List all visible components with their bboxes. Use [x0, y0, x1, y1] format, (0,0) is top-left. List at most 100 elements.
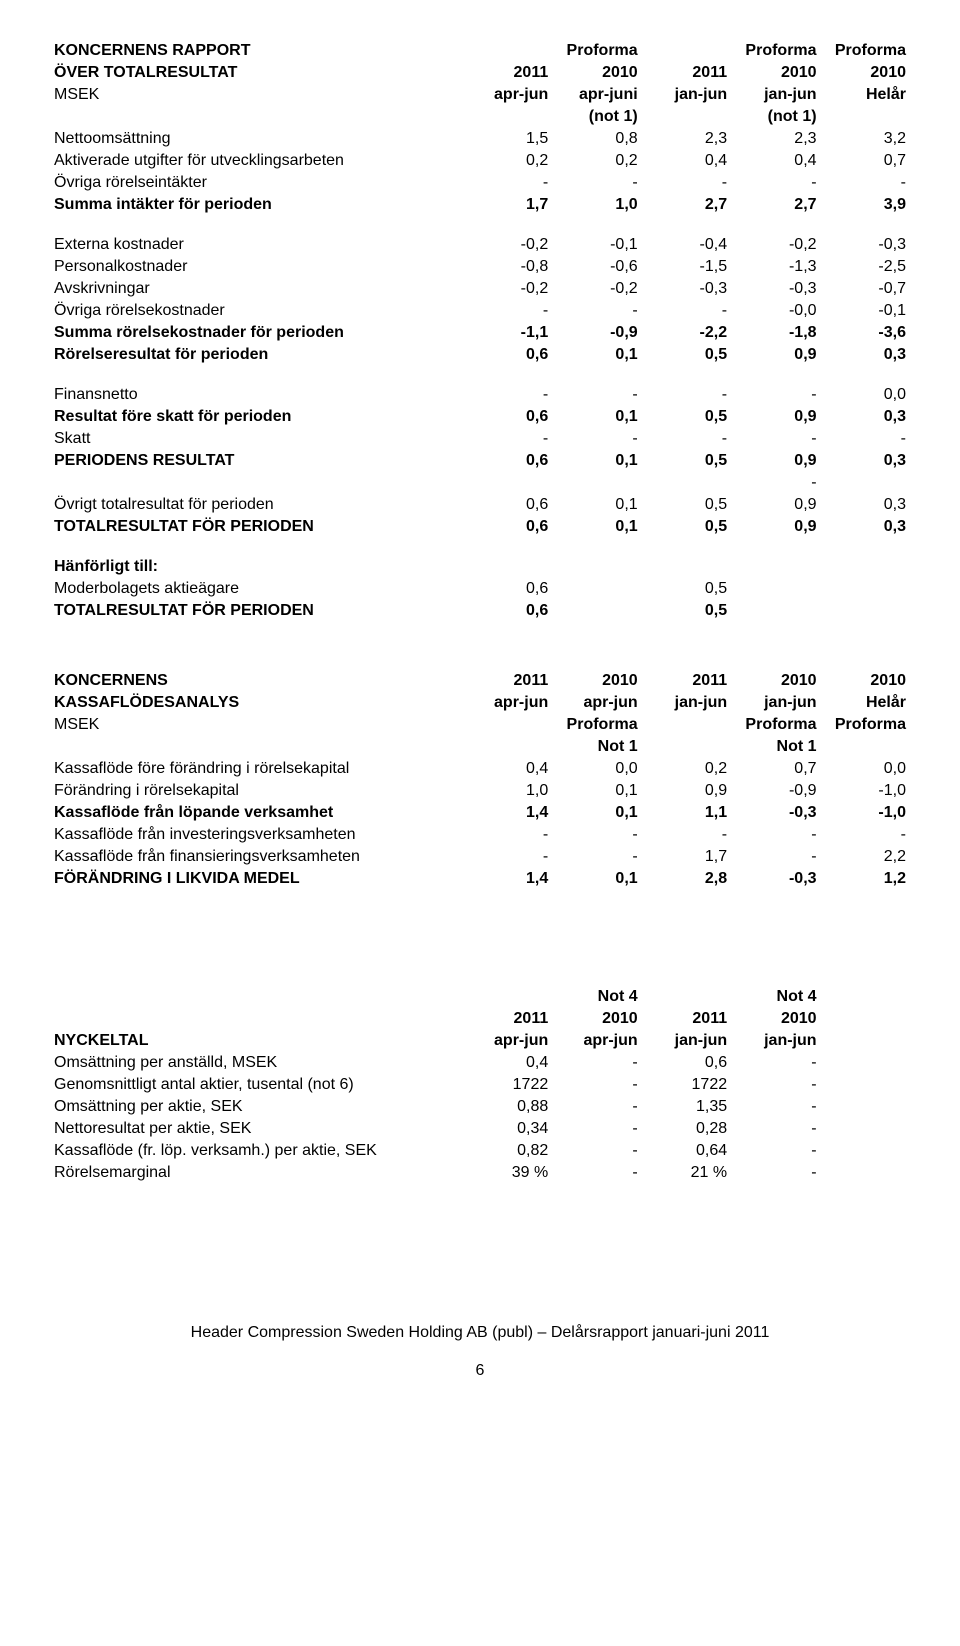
row-value: 3,2 — [821, 128, 910, 150]
row-value — [552, 556, 641, 578]
row-value: -1,3 — [731, 256, 820, 278]
row-label: Resultat före skatt för perioden — [50, 406, 463, 428]
row-value: 0,3 — [821, 494, 910, 516]
table-row: Kassaflöde från löpande verksamhet1,40,1… — [50, 802, 910, 824]
row-label: Externa kostnader — [50, 234, 463, 256]
row-label: Rörelsemarginal — [50, 1162, 463, 1184]
row-value: 1,7 — [642, 846, 731, 868]
row-value: 0,1 — [552, 868, 641, 890]
row-value: 2,7 — [642, 194, 731, 216]
table-row: Rörelsemarginal39 %-21 %- — [50, 1162, 910, 1184]
table-row: Övriga rörelsekostnader----0,0-0,1 — [50, 300, 910, 322]
income-statement-table: KONCERNENS RAPPORT Proforma Proforma Pro… — [50, 40, 910, 622]
row-label: Rörelseresultat för perioden — [50, 344, 463, 366]
row-value — [642, 472, 731, 494]
row-value: -2,2 — [642, 322, 731, 344]
row-value: - — [731, 824, 820, 846]
row-value: 0,1 — [552, 344, 641, 366]
row-value: 0,34 — [463, 1118, 552, 1140]
table-header-row: KONCERNENS RAPPORT Proforma Proforma Pro… — [50, 40, 910, 62]
row-value: -0,3 — [821, 234, 910, 256]
row-value: 0,1 — [552, 406, 641, 428]
table-row: Nettoomsättning1,50,82,32,33,2 — [50, 128, 910, 150]
row-value: 3,9 — [821, 194, 910, 216]
row-value — [821, 578, 910, 600]
row-label: Nettoresultat per aktie, SEK — [50, 1118, 463, 1140]
row-value: - — [731, 846, 820, 868]
row-value: -3,6 — [821, 322, 910, 344]
row-value: 0,4 — [731, 150, 820, 172]
table-row: FÖRÄNDRING I LIKVIDA MEDEL1,40,12,8-0,31… — [50, 868, 910, 890]
row-label: Skatt — [50, 428, 463, 450]
row-value: -1,5 — [642, 256, 731, 278]
table-row: Omsättning per aktie, SEK0,88-1,35- — [50, 1096, 910, 1118]
row-value: 0,3 — [821, 450, 910, 472]
table-row: Kassaflöde från finansieringsverksamhete… — [50, 846, 910, 868]
row-value: -0,2 — [463, 234, 552, 256]
row-value: 0,1 — [552, 802, 641, 824]
table-row: Hänförligt till: — [50, 556, 910, 578]
row-value — [463, 472, 552, 494]
header-title-2: ÖVER TOTALRESULTAT — [50, 62, 463, 84]
row-label: Övriga rörelsekostnader — [50, 300, 463, 322]
row-value: 1,7 — [463, 194, 552, 216]
row-value: 1,4 — [463, 868, 552, 890]
header2-title-1: KONCERNENS — [50, 670, 463, 692]
col2-h: Proforma — [552, 40, 641, 62]
row-value: 0,6 — [463, 600, 552, 622]
row-value: 0,6 — [463, 578, 552, 600]
table-row: Skatt----- — [50, 428, 910, 450]
table-row: Personalkostnader-0,8-0,6-1,5-1,3-2,5 — [50, 256, 910, 278]
row-value: 0,8 — [552, 128, 641, 150]
table-row: Aktiverade utgifter för utvecklingsarbet… — [50, 150, 910, 172]
table-row: Övrigt totalresultat för perioden0,60,10… — [50, 494, 910, 516]
row-value: 0,3 — [821, 516, 910, 538]
row-value: - — [731, 428, 820, 450]
row-value: 0,5 — [642, 578, 731, 600]
row-value: - — [552, 1096, 641, 1118]
row-label: Aktiverade utgifter för utvecklingsarbet… — [50, 150, 463, 172]
row-label: Kassaflöde från löpande verksamhet — [50, 802, 463, 824]
row-value: - — [731, 1052, 820, 1074]
row-label: Kassaflöde från finansieringsverksamhete… — [50, 846, 463, 868]
row-value: -0,6 — [552, 256, 641, 278]
row-value: -1,8 — [731, 322, 820, 344]
table-row: Externa kostnader-0,2-0,1-0,4-0,2-0,3 — [50, 234, 910, 256]
row-value: 0,5 — [642, 450, 731, 472]
row-value: 2,3 — [731, 128, 820, 150]
row-value: -0,9 — [552, 322, 641, 344]
row-value: 0,2 — [642, 758, 731, 780]
row-value: - — [552, 300, 641, 322]
row-value: 1722 — [463, 1074, 552, 1096]
header-title-1: KONCERNENS RAPPORT — [50, 40, 463, 62]
row-value: - — [552, 384, 641, 406]
row-value: 2,2 — [821, 846, 910, 868]
row-value: - — [731, 172, 820, 194]
row-label: TOTALRESULTAT FÖR PERIODEN — [50, 600, 463, 622]
table-row: - — [50, 472, 910, 494]
row-value: 0,4 — [463, 758, 552, 780]
row-value: - — [821, 172, 910, 194]
row-value: 0,5 — [642, 406, 731, 428]
table-row: Förändring i rörelsekapital1,00,10,9-0,9… — [50, 780, 910, 802]
table-row: TOTALRESULTAT FÖR PERIODEN0,60,5 — [50, 600, 910, 622]
row-value: 39 % — [463, 1162, 552, 1184]
table-row: Nettoresultat per aktie, SEK0,34-0,28- — [50, 1118, 910, 1140]
row-value: -0,0 — [731, 300, 820, 322]
header3-title: NYCKELTAL — [50, 1030, 463, 1052]
row-label: FÖRÄNDRING I LIKVIDA MEDEL — [50, 868, 463, 890]
row-value: -0,2 — [463, 278, 552, 300]
row-value: 0,6 — [463, 344, 552, 366]
row-label: Nettoomsättning — [50, 128, 463, 150]
table-row: Summa intäkter för perioden1,71,02,72,73… — [50, 194, 910, 216]
row-label: Övrigt totalresultat för perioden — [50, 494, 463, 516]
row-value — [552, 578, 641, 600]
row-value: 1,2 — [821, 868, 910, 890]
row-value: - — [552, 1074, 641, 1096]
row-value: 0,4 — [642, 150, 731, 172]
table-row — [50, 366, 910, 384]
row-value: -1,1 — [463, 322, 552, 344]
table-row — [50, 538, 910, 556]
row-value: 2,8 — [642, 868, 731, 890]
row-value: -0,3 — [731, 802, 820, 824]
